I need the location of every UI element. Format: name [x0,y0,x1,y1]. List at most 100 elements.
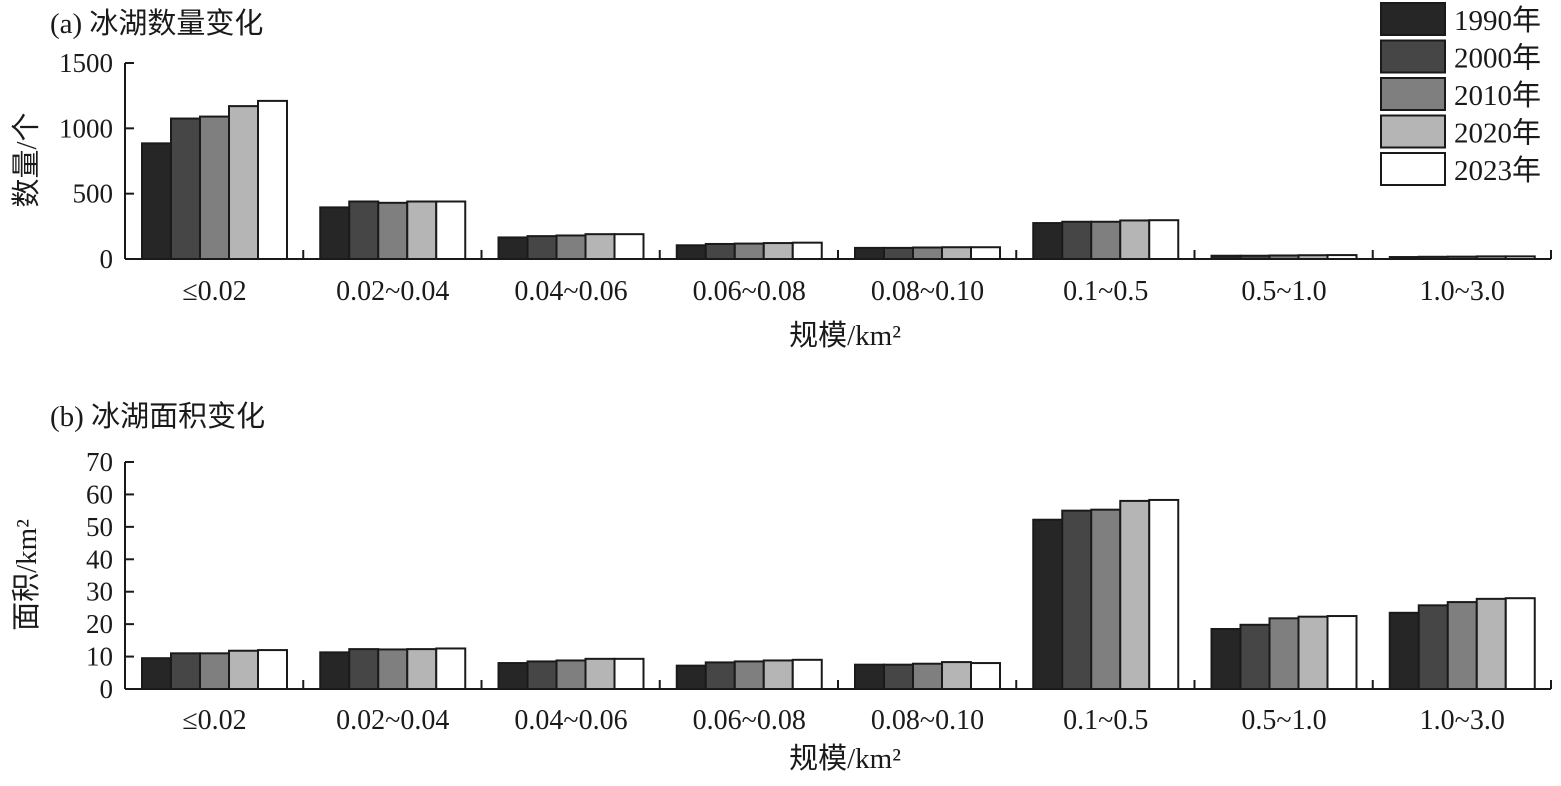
bar-area-2010年-7 [1446,601,1478,690]
bar-count-2000年-1 [348,200,380,260]
y-tick-label: 0 [100,244,114,274]
bar-count-2010年-1 [377,201,409,261]
bar-count-1990年-4 [854,246,885,260]
legend-label-2000年: 2000年 [1454,42,1541,75]
x-tick-label: 0.5~1.0 [1241,705,1326,736]
bar-area-2010年-3 [733,660,765,691]
panel-b-lake-area: (b) 冰湖面积变化 面积/km² 规模/km² 010203040506070… [11,400,1552,775]
legend-swatch-2020年 [1380,114,1446,149]
legend-swatch-1990年 [1380,2,1446,36]
bar-area-2000年-3 [704,661,736,690]
bar-area-2020年-5 [1119,499,1151,690]
bar-area-2000年-2 [526,660,558,691]
bar-count-2023年-2 [613,233,645,261]
bar-area-2020年-4 [941,661,972,691]
bar-area-2023年-4 [970,662,1001,690]
panel-b-title: (b) 冰湖面积变化 [50,400,265,433]
bar-area-1990年-4 [854,663,885,691]
x-tick-label: 0.1~0.5 [1063,276,1148,307]
bar-count-2020年-3 [762,242,794,261]
bar-count-2023年-0 [257,99,288,261]
bar-count-2000年-5 [1061,220,1093,260]
x-tick-label: 0.06~0.08 [693,276,806,307]
y-tick-label: 40 [86,544,113,574]
bar-area-1990年-1 [319,651,351,690]
x-tick-label: ≤0.02 [182,276,246,307]
bar-count-1990年-3 [675,244,707,260]
x-tick-label: 0.02~0.04 [336,276,449,307]
bar-area-1990年-5 [1032,518,1064,690]
bar-area-2020年-3 [762,659,794,690]
panel-a-lake-count: (a) 冰湖数量变化 数量/个 规模/km² 0 500 1000 1500 ≤0.02… [10,7,1552,352]
y-tick-label: 500 [73,179,114,209]
panel-b-x-axis-label: 规模/km² [789,742,901,775]
bar-area-2000年-4 [883,663,914,691]
bar-area-1990年-7 [1388,611,1420,690]
bar-area-2023年-5 [1148,498,1180,691]
bar-count-2020年-4 [941,246,972,261]
panel-a-x-axis-label: 规模/km² [789,319,901,352]
panel-a-axes: 0 500 1000 1500 ≤0.02 0.02~0.04 0.04~0.06 0.06~… [59,48,1552,307]
bar-area-2010年-4 [912,662,943,690]
legend-label-2010年: 2010年 [1454,79,1541,112]
legend-swatch-2023年 [1380,152,1446,186]
bar-area-1990年-2 [497,662,529,690]
y-tick-label: 1500 [59,48,113,78]
bar-count-2010年-2 [555,234,587,260]
bar-count-2000年-0 [170,117,201,260]
bar-area-2010年-0 [199,652,230,690]
bar-count-2000年-4 [883,246,914,260]
y-tick-label: 1000 [59,113,113,143]
legend-label-1990年: 1990年 [1454,4,1541,37]
bar-count-2023年-5 [1148,219,1180,260]
bar-area-2020年-1 [406,648,438,690]
panel-a-y-axis-label: 数量/个 [10,112,43,207]
bar-count-2020年-0 [228,105,259,261]
bar-area-2020年-0 [228,649,259,691]
bar-area-2023年-2 [613,657,645,691]
y-tick-label: 10 [86,642,113,672]
x-tick-label: ≤0.02 [182,705,246,736]
panel-b-y-axis-label: 面积/km² [11,519,43,631]
bar-area-1990年-3 [675,664,707,690]
bar-area-2000年-0 [170,652,201,690]
bar-area-2000年-7 [1417,604,1449,690]
bar-area-2000年-6 [1239,623,1271,691]
bar-count-1990年-2 [497,236,529,261]
bar-area-2020年-2 [584,657,616,691]
bar-area-2023年-1 [435,647,467,691]
x-tick-label: 0.04~0.06 [514,705,627,736]
bar-count-2010年-3 [733,242,765,260]
bar-count-2010年-4 [912,246,943,260]
bar-area-2010年-1 [377,648,409,690]
legend-swatch-2000年 [1380,39,1446,74]
bar-area-2023年-0 [257,649,288,690]
y-tick-label: 30 [86,577,113,607]
x-tick-label: 0.08~0.10 [871,705,984,736]
bar-area-1990年-6 [1210,628,1242,690]
bar-count-2020年-1 [406,200,438,260]
y-tick-label: 0 [100,674,114,704]
bar-area-2023年-7 [1504,597,1536,691]
panel-b-bars [141,498,1536,691]
x-tick-label: 1.0~3.0 [1420,705,1505,736]
x-tick-label: 0.02~0.04 [336,705,449,736]
bar-area-2020年-7 [1475,597,1507,690]
bar-count-2000年-3 [704,242,736,260]
bar-count-1990年-0 [141,142,172,260]
bar-count-1990年-5 [1032,222,1064,260]
y-tick-label: 60 [86,479,113,509]
bar-count-2023年-1 [435,200,467,260]
bar-area-2010年-5 [1090,508,1122,691]
bar-area-1990年-0 [141,657,172,691]
bar-count-2023年-4 [970,246,1001,261]
x-tick-label: 1.0~3.0 [1420,276,1505,307]
x-tick-label: 0.08~0.10 [871,276,984,307]
bar-area-2023年-3 [791,658,823,690]
legend-label-2020年: 2020年 [1454,117,1541,150]
bar-area-2010年-2 [555,659,587,690]
bar-area-2020年-6 [1297,615,1329,690]
